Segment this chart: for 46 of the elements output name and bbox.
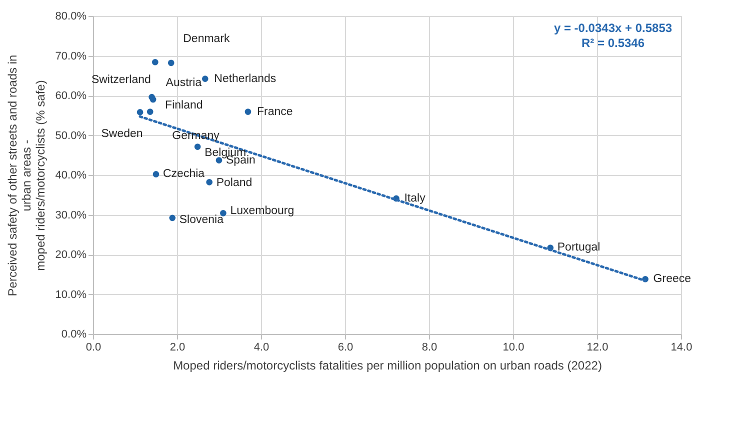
annotation: France [256,106,293,118]
x-tick-label: 4.0 [254,342,270,354]
point [194,144,201,150]
y-axis-title: Perceived safety of other streets and roads in urban areas - moped riders/motorcyclists (% safe) [5,54,48,296]
x-tick-label: 6.0 [338,342,354,354]
point [150,96,156,103]
point [206,179,212,186]
y-tick-label: 70.0% [55,50,87,62]
annotation: Slovenia [179,214,224,226]
annotation: Greece [653,273,692,286]
x-tick-label: 0.0 [86,342,102,354]
annotation: Italy [404,192,426,204]
x-tick-label: 2.0 [170,342,186,354]
point [152,58,158,66]
point [169,214,176,222]
annotation: Switzerland [91,74,151,86]
x-tick-label: 14.0 [670,342,692,354]
x-axis-title: Moped riders/motorcyclists fatalities per million population on urban roads (2022) [173,358,602,372]
point [152,171,160,178]
y-tick-label: 50.0% [55,130,87,142]
point [146,108,154,115]
annotation: Poland [216,177,252,190]
y-tick-label: 80.0% [55,10,87,22]
annotation: Netherlands [214,72,276,85]
point [168,60,174,66]
x-tick-label: 12.0 [586,342,608,354]
annotation: Denmark [183,32,230,45]
point [136,109,144,116]
y-tick-label: 0.0% [61,328,87,340]
x-tick-label: 10.0 [502,342,524,354]
x-tick-label: 8.0 [422,342,438,354]
y-tick-label: 10.0% [55,288,87,301]
annotation: Sweden [101,128,143,140]
point [202,76,208,82]
annotation: Luxembourg [230,205,294,218]
y-tick-label: 20.0% [55,249,87,261]
y-tick-label: 30.0% [55,209,87,222]
annotation: Finland [165,99,203,112]
y-tick-label: 40.0% [55,170,87,182]
annotation: R² = 0.5346 [581,36,645,50]
annotation: Austria [166,77,202,90]
point [244,108,252,115]
annotation: Czechia [163,168,206,180]
annotation: y = -0.0343x + 0.5853 [554,21,672,35]
annotation: Portugal [557,242,600,254]
y-tick-label: 60.0% [55,90,87,102]
